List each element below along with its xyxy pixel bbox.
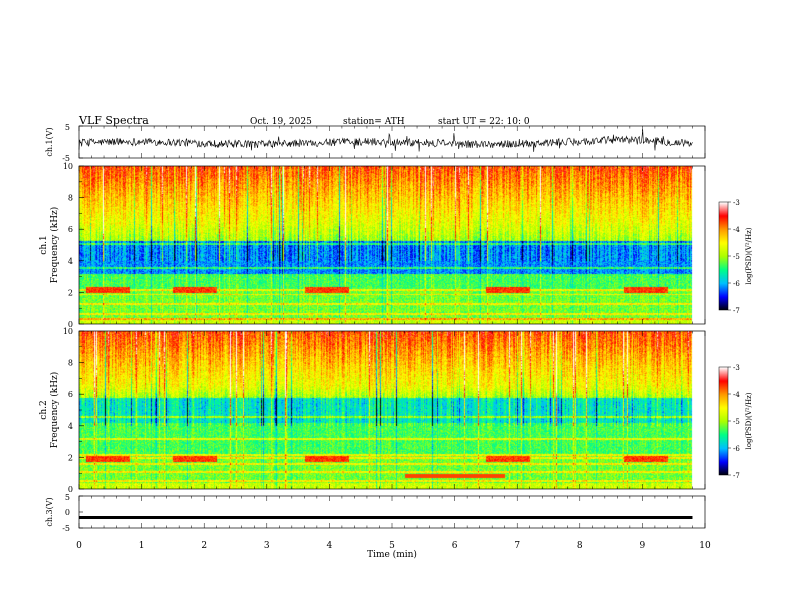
ch3-waveform-ylabel: ch.3(V) [45, 497, 54, 526]
ch2-colorbar-tick-label: -5 [733, 418, 740, 426]
ch1-ytick-bottom: -5 [62, 154, 70, 163]
ch3-ytick-bottom: -5 [62, 524, 70, 533]
ch1-ytick-label: 4 [68, 257, 73, 266]
x-axis-label: Time (min) [367, 549, 417, 560]
ch2-ytick-label: 8 [68, 359, 73, 368]
ch1-spectrogram-image [79, 166, 705, 324]
x-tick-label: 7 [514, 541, 520, 551]
chart-title: VLF Spectra [78, 114, 149, 127]
ch2-ytick-label: 2 [68, 453, 73, 462]
station-label: station= ATH [343, 117, 405, 127]
ch1-spectrogram-ylabel-channel: ch.1 [39, 235, 49, 254]
ch2-ytick-label: 0 [68, 485, 73, 494]
ch2-ytick-label: 10 [63, 327, 73, 336]
ch2-colorbar-label: log(PSD)(V²/Hz) [745, 392, 753, 449]
ch1-colorbar-gradient [719, 202, 728, 310]
ch2-spectrogram-panel: 0 2 4 6 8 10 ch.2 Frequency (kHz) [39, 327, 706, 494]
ch2-colorbar-tick-label: -3 [733, 364, 740, 372]
ch2-spectrogram-ticks: 0 2 4 6 8 10 [63, 327, 84, 494]
ch1-colorbar-tick-label: -7 [733, 307, 740, 315]
ch1-waveform-trace [78, 129, 693, 152]
ch1-colorbar-tick-label: -4 [733, 226, 740, 234]
ch1-waveform-panel: 5 -5 ch.1(V) [45, 123, 706, 163]
x-tick-label: 10 [699, 541, 711, 551]
ch1-spectrogram-panel: 0 2 4 6 8 10 ch.1 Frequency (kHz) [39, 162, 706, 329]
ch2-colorbar-tick-label: -6 [733, 445, 740, 453]
ch2-colorbar-gradient [719, 367, 728, 475]
ch1-ytick-top: 5 [65, 123, 70, 132]
x-tick-label: 0 [76, 541, 82, 551]
ch3-ytick-top: 5 [65, 493, 70, 502]
x-tick-label: 3 [264, 541, 270, 551]
start-time-label: start UT = 22: 10: 0 [438, 117, 530, 127]
ch2-colorbar-ticks: -3 -4 -5 -6 -7 [728, 364, 740, 480]
ch1-spectrogram-ylabel-frequency: Frequency (kHz) [49, 207, 60, 284]
ch1-ytick-label: 6 [68, 225, 73, 234]
ch1-colorbar-label: log(PSD)(V²/Hz) [745, 227, 753, 284]
ch1-colorbar: -3 -4 -5 -6 -7 log(PSD)(V²/Hz) [718, 199, 753, 315]
x-tick-label: 1 [139, 541, 145, 551]
x-tick-label: 8 [577, 541, 583, 551]
ch1-colorbar-tick-label: -5 [733, 253, 740, 261]
ch2-spectrogram-ylabel-channel: ch.2 [39, 400, 49, 419]
ch2-spectrogram-ylabel-frequency: Frequency (kHz) [49, 372, 60, 449]
x-tick-label: 2 [201, 541, 207, 551]
x-tick-label: 5 [389, 541, 395, 551]
ch1-waveform-ylabel: ch.1(V) [45, 127, 54, 156]
ch1-colorbar-tick-label: -6 [733, 280, 740, 288]
ch2-colorbar: -3 -4 -5 -6 -7 log(PSD)(V²/Hz) [718, 364, 753, 480]
x-tick-label: 9 [640, 541, 646, 551]
ch1-ytick-label: 0 [68, 320, 73, 329]
ch1-colorbar-ticks: -3 -4 -5 -6 -7 [728, 199, 740, 315]
ch1-spectrogram-ticks: 0 2 4 6 8 10 [63, 162, 84, 329]
x-tick-label: 4 [327, 541, 333, 551]
ch2-colorbar-tick-label: -7 [733, 472, 740, 480]
ch2-ytick-label: 4 [68, 422, 73, 431]
x-tick-label: 6 [452, 541, 458, 551]
ch1-colorbar-tick-label: -3 [733, 199, 740, 207]
ch3-ytick-mid: 0 [65, 508, 70, 517]
ch2-colorbar-tick-label: -4 [733, 391, 740, 399]
ch2-spectrogram-image [79, 331, 705, 489]
ch3-waveform-panel: 5 0 -5 ch.3(V) [45, 493, 706, 533]
ch2-ytick-label: 6 [68, 390, 73, 399]
ch1-ytick-label: 10 [63, 162, 73, 171]
date-label: Oct. 19, 2025 [250, 117, 312, 127]
ch1-ytick-label: 2 [68, 288, 73, 297]
time-axis-ticks: 0 1 2 3 4 5 6 7 8 9 10 [76, 126, 711, 551]
ch1-ytick-label: 8 [68, 194, 73, 203]
